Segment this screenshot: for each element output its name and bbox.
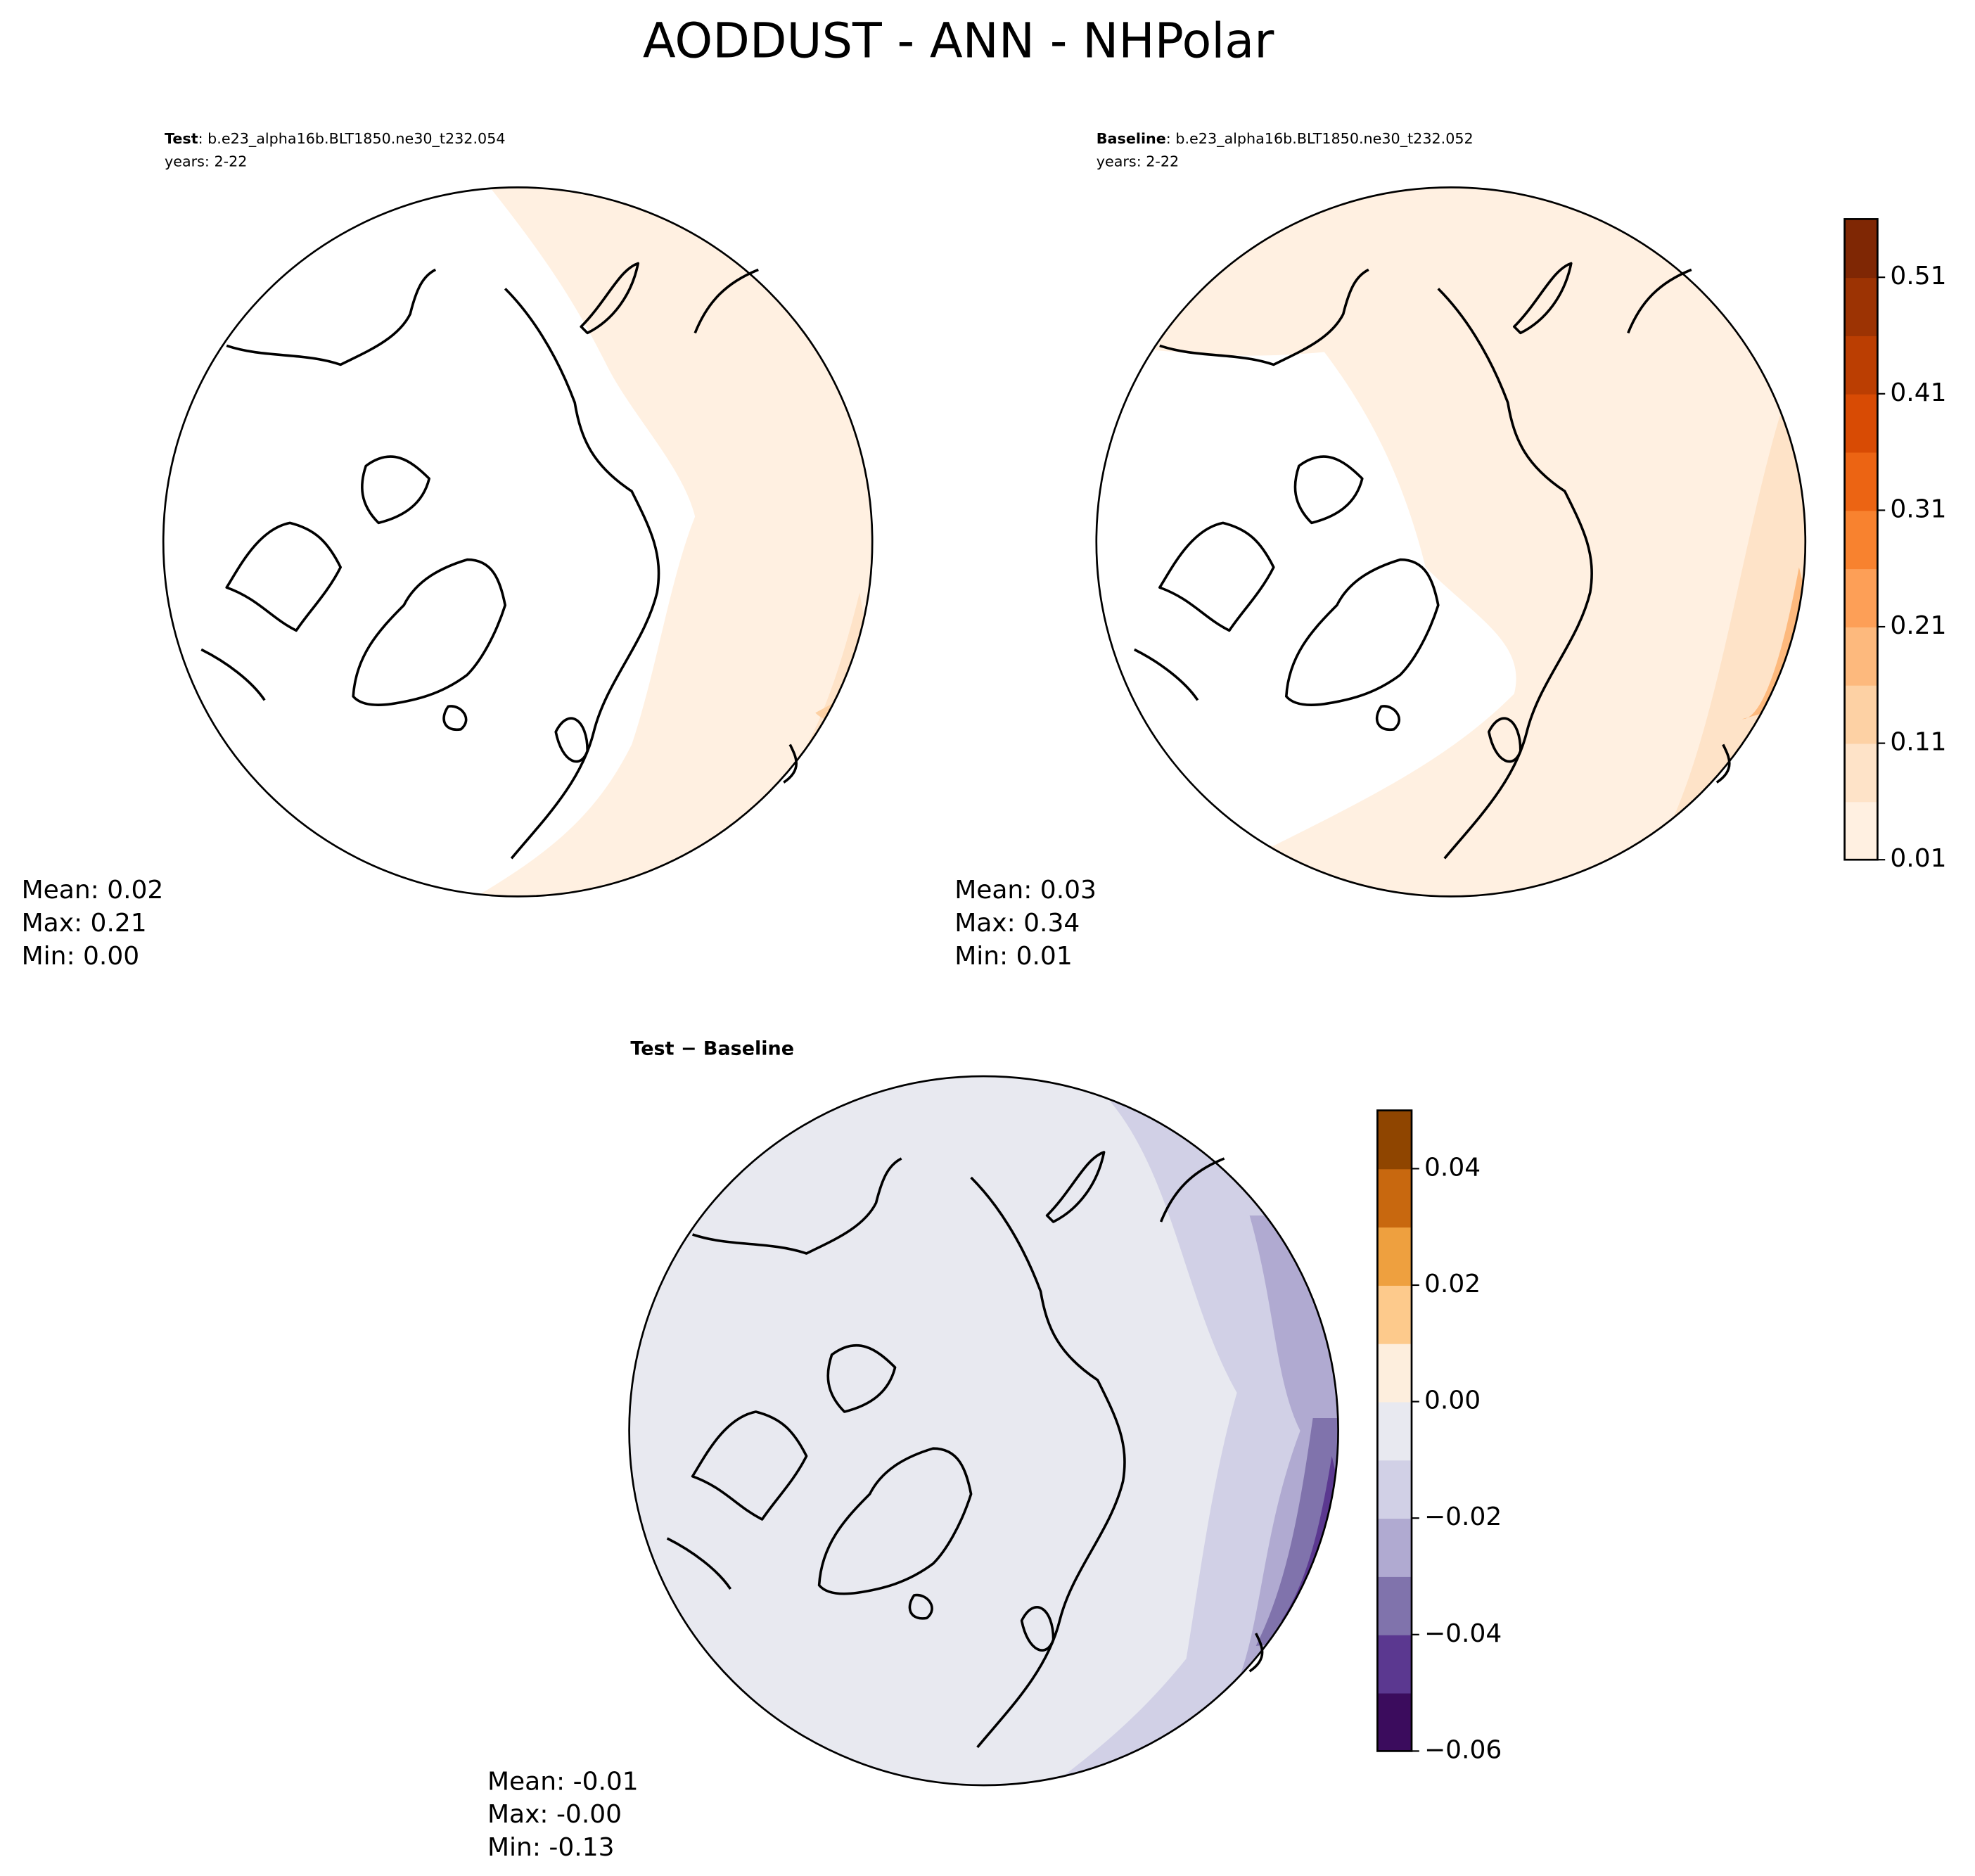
colorbar-band	[1844, 626, 1878, 686]
panel-case: : b.e23_alpha16b.BLT1850.ne30_t232.054	[198, 130, 506, 148]
map	[162, 186, 874, 898]
colorbar-band	[1844, 277, 1878, 336]
stat: Mean: 0.03	[954, 876, 1097, 905]
panel-years: years: 2-22	[165, 153, 247, 170]
colorbar-band	[1377, 1518, 1412, 1577]
colorbar-band	[1844, 743, 1878, 803]
colorbar-tick-label: 0.00	[1424, 1386, 1481, 1415]
panel-header: Baseline: b.e23_alpha16b.BLT1850.ne30_t2…	[1097, 130, 1474, 148]
map	[628, 1075, 1339, 1787]
colorbar-tick-label: 0.31	[1890, 494, 1946, 523]
colorbar-band	[1844, 219, 1878, 279]
stat: Min: -0.13	[487, 1833, 615, 1862]
map	[1095, 186, 1807, 898]
panel-case: : b.e23_alpha16b.BLT1850.ne30_t232.052	[1166, 130, 1474, 148]
colorbar-band	[1377, 1343, 1412, 1403]
stat: Max: 0.34	[954, 909, 1080, 938]
panel-label: Test	[165, 130, 198, 147]
colorbar-band	[1844, 510, 1878, 570]
colorbar-tick-label: 0.04	[1424, 1153, 1481, 1182]
figure-title: AODDUST - ANN - NHPolar	[643, 14, 1274, 70]
colorbar-tick-label: 0.51	[1890, 262, 1946, 291]
panel-years: years: 2-22	[1097, 153, 1179, 170]
stat: Max: 0.21	[22, 909, 147, 938]
panel-label: Baseline	[1097, 130, 1166, 147]
stat: Mean: -0.01	[487, 1767, 639, 1796]
stat: Min: 0.01	[954, 942, 1073, 971]
colorbar-band	[1844, 801, 1878, 861]
panel-label: Test − Baseline	[630, 1038, 794, 1060]
stat: Max: -0.00	[487, 1800, 622, 1829]
colorbar-band	[1844, 684, 1878, 744]
colorbar-frame	[1843, 218, 1879, 861]
colorbar-band	[1377, 1460, 1412, 1519]
colorbar-band	[1844, 335, 1878, 395]
colorbar-tick-label: 0.01	[1890, 844, 1946, 873]
colorbar-band	[1377, 1576, 1412, 1635]
colorbar-band	[1377, 1110, 1412, 1170]
colorbar-band	[1377, 1168, 1412, 1228]
stat: Mean: 0.02	[22, 876, 164, 905]
colorbar-band	[1377, 1284, 1412, 1344]
colorbar-frame	[1376, 1109, 1413, 1752]
colorbar-tick-label: 0.41	[1890, 378, 1946, 407]
stat: Min: 0.00	[22, 942, 140, 971]
colorbar-tick-label: −0.04	[1424, 1619, 1502, 1648]
colorbar-band	[1844, 393, 1878, 453]
colorbar-tick-label: −0.06	[1424, 1735, 1502, 1764]
colorbar-band	[1377, 1634, 1412, 1694]
colorbar-band	[1844, 452, 1878, 511]
colorbar-band	[1377, 1401, 1412, 1461]
colorbar-tick-label: 0.21	[1890, 611, 1946, 640]
colorbar-tick-label: 0.11	[1890, 728, 1946, 757]
colorbar-tick-label: −0.02	[1424, 1502, 1502, 1531]
panel-header: Test: b.e23_alpha16b.BLT1850.ne30_t232.0…	[165, 130, 506, 148]
colorbar-band	[1377, 1227, 1412, 1286]
colorbar-tick-label: 0.02	[1424, 1270, 1481, 1298]
colorbar-band	[1377, 1692, 1412, 1752]
colorbar-band	[1844, 568, 1878, 627]
